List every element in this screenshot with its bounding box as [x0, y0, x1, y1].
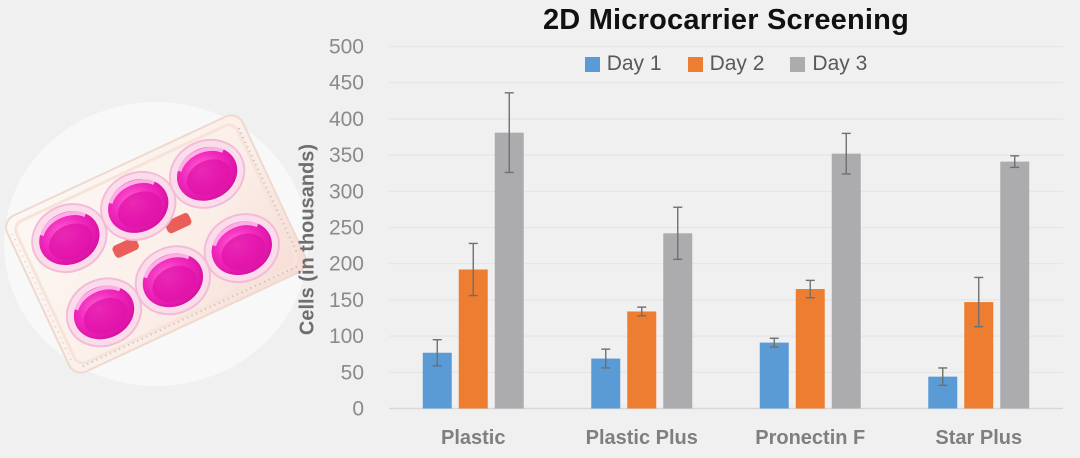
chart-title: 2D Microcarrier Screening [542, 4, 910, 36]
y-tick-label: 50 [341, 361, 364, 384]
bar-day2-plastic-plus [627, 311, 657, 409]
bar-day2-pronectin-f [795, 289, 825, 409]
plate-well [203, 213, 280, 284]
y-tick-label: 150 [329, 289, 364, 312]
legend-swatch-icon [584, 56, 600, 72]
plate-edge-markings [237, 127, 299, 256]
plate-well [100, 170, 177, 241]
bar-day1-pronectin-f [759, 342, 789, 409]
legend-label: Day 1 [606, 52, 662, 75]
y-tick-label: 350 [329, 144, 364, 167]
legend-item-day-1: Day 1 [584, 52, 662, 76]
y-tick-label: 450 [329, 72, 364, 95]
plate-well [134, 245, 212, 316]
legend-label: Day 2 [709, 52, 765, 75]
y-tick-label: 250 [329, 217, 364, 240]
x-category-label: Plastic [441, 427, 505, 449]
red-media-band [112, 237, 139, 258]
chart-legend: Day 1 Day 2 Day 3 [389, 52, 1063, 76]
plate-well [31, 203, 108, 274]
y-tick-label: 500 [329, 36, 364, 59]
bar-day3-plastic [494, 132, 524, 409]
y-tick-label: 0 [352, 398, 364, 421]
y-tick-label: 200 [329, 253, 364, 276]
red-media-band [165, 213, 192, 234]
well-plate-photo [0, 86, 312, 398]
legend-item-day-2: Day 2 [687, 52, 765, 76]
x-category-label: Star Plus [935, 427, 1022, 449]
y-tick-label: 300 [329, 180, 364, 203]
bar-day3-pronectin-f [831, 153, 861, 409]
wells-group [31, 138, 280, 348]
legend-swatch-icon [790, 56, 806, 72]
x-category-label: Plastic Plus [586, 427, 698, 449]
bar-day3-star-plus [1000, 161, 1030, 409]
plate-inner-edge [14, 123, 298, 365]
x-category-label: Pronectin F [755, 427, 865, 449]
legend-swatch-icon [687, 56, 703, 72]
y-tick-label: 400 [329, 108, 364, 131]
legend-label: Day 3 [812, 52, 868, 75]
bar-day3-plastic-plus [663, 233, 693, 409]
legend-item-day-3: Day 3 [790, 52, 867, 76]
plate-body-group [5, 114, 307, 374]
y-tick-label: 100 [329, 325, 364, 348]
plate-well [168, 138, 246, 209]
plate-well [65, 277, 143, 348]
well-plate-illustration [4, 102, 308, 386]
